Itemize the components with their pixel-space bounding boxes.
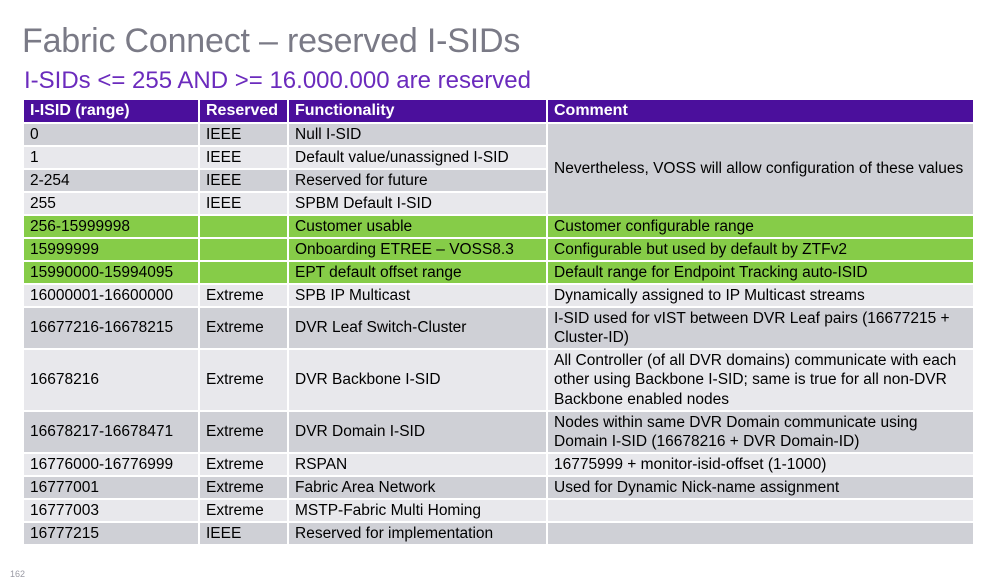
table-row: 15999999 Onboarding ETREE – VOSS8.3 Conf… [22,237,975,262]
cell-comment: All Controller (of all DVR domains) comm… [546,348,975,412]
cell-range: 0 [22,122,200,147]
cell-reserved: Extreme [198,475,289,500]
table-row: 256-15999998 Customer usable Customer co… [22,214,975,239]
cell-reserved: Extreme [198,498,289,523]
cell-reserved [198,260,289,285]
cell-functionality: Reserved for future [287,168,548,193]
cell-reserved: Extreme [198,283,289,308]
cell-range: 16678216 [22,348,200,412]
cell-functionality: DVR Backbone I-SID [287,348,548,412]
table-row: 16678216 Extreme DVR Backbone I-SID All … [22,348,975,412]
cell-reserved: IEEE [198,521,289,546]
cell-comment-merged: Nevertheless, VOSS will allow configurat… [546,122,975,216]
cell-comment: Default range for Endpoint Tracking auto… [546,260,975,285]
table-row: 16677216-16678215 Extreme DVR Leaf Switc… [22,306,975,350]
cell-reserved: IEEE [198,168,289,193]
page-title: Fabric Connect – reserved I-SIDs [22,22,521,60]
table-row: 2-254 IEEE Reserved for future [22,168,974,193]
cell-comment: Customer configurable range [546,214,975,239]
cell-functionality: Null I-SID [287,122,548,147]
cell-range: 16777003 [22,498,200,523]
isid-table: I-ISID (range) Reserved Functionality Co… [22,98,975,546]
table-row: 0 IEEE Null I-SID Nevertheless, VOSS wil… [22,122,975,216]
cell-functionality: Reserved for implementation [287,521,548,546]
cell-reserved: Extreme [198,306,289,350]
table-row: 16777215 IEEE Reserved for implementatio… [22,521,975,546]
table-row: 16777001 Extreme Fabric Area Network Use… [22,475,975,500]
cell-functionality: Default value/unassigned I-SID [287,145,548,170]
header-comment: Comment [546,98,975,124]
cell-comment: Nodes within same DVR Domain communicate… [546,410,975,454]
cell-functionality: RSPAN [287,452,548,477]
cell-functionality: Customer usable [287,214,548,239]
header-reserved: Reserved [198,98,289,124]
cell-functionality: DVR Leaf Switch-Cluster [287,306,548,350]
cell-range: 256-15999998 [22,214,200,239]
table-row: 15990000-15994095 EPT default offset ran… [22,260,975,285]
cell-comment [546,498,975,523]
cell-range: 16678217-16678471 [22,410,200,454]
cell-range: 255 [22,191,200,216]
cell-functionality: SPB IP Multicast [287,283,548,308]
cell-reserved: Extreme [198,348,289,412]
cell-range: 16000001-16600000 [22,283,200,308]
cell-functionality: Fabric Area Network [287,475,548,500]
cell-range: 16777215 [22,521,200,546]
cell-functionality: Onboarding ETREE – VOSS8.3 [287,237,548,262]
cell-range: 16777001 [22,475,200,500]
cell-range: 16776000-16776999 [22,452,200,477]
header-range: I-ISID (range) [22,98,200,124]
cell-range: 1 [22,145,200,170]
table-row: 16000001-16600000 Extreme SPB IP Multica… [22,283,975,308]
cell-range: 16677216-16678215 [22,306,200,350]
page-number: 162 [10,569,26,579]
table-row: 16678217-16678471 Extreme DVR Domain I-S… [22,410,975,454]
table-row: 255 IEEE SPBM Default I-SID [22,191,974,216]
cell-functionality: EPT default offset range [287,260,548,285]
header-functionality: Functionality [287,98,548,124]
cell-reserved: IEEE [198,191,289,216]
cell-reserved: Extreme [198,452,289,477]
cell-range: 15990000-15994095 [22,260,200,285]
table-row: 1 IEEE Default value/unassigned I-SID [22,145,974,170]
table-row: 16777003 Extreme MSTP-Fabric Multi Homin… [22,498,975,523]
cell-comment: Used for Dynamic Nick-name assignment [546,475,975,500]
cell-functionality: MSTP-Fabric Multi Homing [287,498,548,523]
cell-comment [546,521,975,546]
cell-comment: 16775999 + monitor-isid-offset (1-1000) [546,452,975,477]
cell-reserved: IEEE [198,145,289,170]
cell-comment: I-SID used for vIST between DVR Leaf pai… [546,306,975,350]
cell-comment: Configurable but used by default by ZTFv… [546,237,975,262]
table-header-row: I-ISID (range) Reserved Functionality Co… [22,98,975,124]
cell-reserved: IEEE [198,122,289,147]
cell-reserved: Extreme [198,410,289,454]
cell-range: 2-254 [22,168,200,193]
page-subtitle: I-SIDs <= 255 AND >= 16.000.000 are rese… [24,67,531,94]
cell-range: 15999999 [22,237,200,262]
cell-comment: Dynamically assigned to IP Multicast str… [546,283,975,308]
cell-functionality: SPBM Default I-SID [287,191,548,216]
table-row: 16776000-16776999 Extreme RSPAN 16775999… [22,452,975,477]
cell-reserved [198,237,289,262]
cell-reserved [198,214,289,239]
cell-functionality: DVR Domain I-SID [287,410,548,454]
